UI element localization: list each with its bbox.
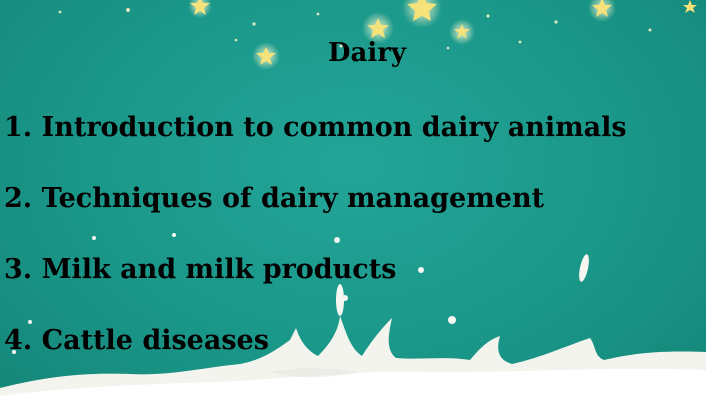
list-item: 4. Cattle diseases [4, 325, 269, 356]
star-icon [449, 19, 475, 45]
star-icon [188, 0, 212, 18]
bottom-strip [0, 400, 706, 412]
star-icon [588, 0, 616, 22]
star-icon [362, 12, 394, 44]
star-icon [252, 42, 280, 70]
star-icon [402, 0, 442, 28]
list-item: 1. Introduction to common dairy animals [4, 112, 627, 143]
star-icon [683, 0, 697, 13]
slide-title: Dairy [327, 38, 407, 68]
milk-drops [12, 233, 589, 354]
list-item: 3. Milk and milk products [4, 254, 397, 285]
list-item: 2. Techniques of dairy management [4, 183, 545, 214]
